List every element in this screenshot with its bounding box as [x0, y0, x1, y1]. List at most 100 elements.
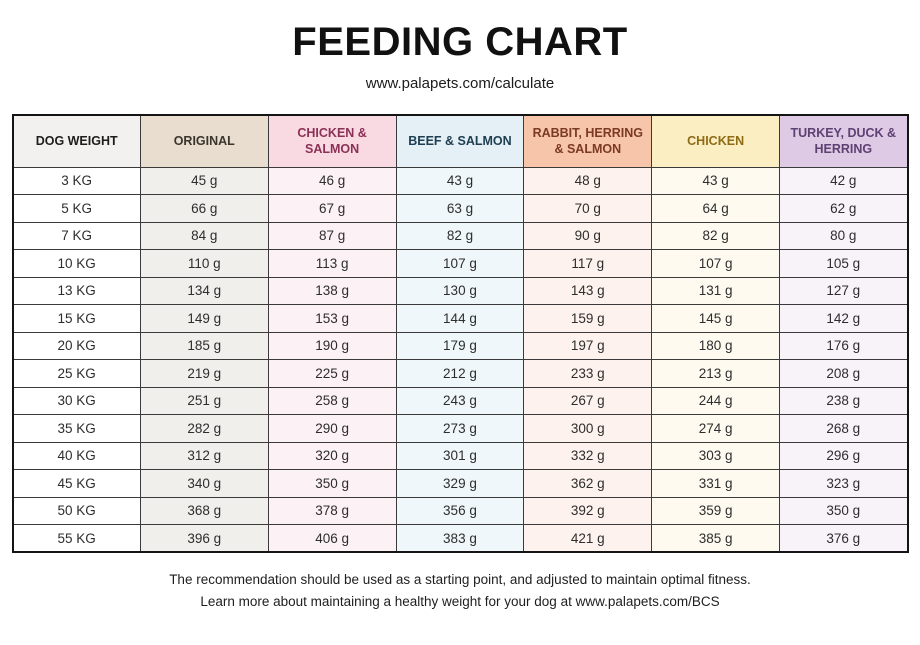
- value-cell: 378 g: [267, 496, 397, 525]
- column-header-original: ORIGINAL: [139, 114, 269, 168]
- value-cell: 274 g: [651, 414, 781, 443]
- value-cell: 48 g: [523, 166, 653, 195]
- value-cell: 323 g: [779, 469, 908, 498]
- footer-line-1: The recommendation should be used as a s…: [169, 572, 751, 587]
- table-row: 40 KG 312 g 320 g 301 g 332 g 303 g 296 g: [12, 441, 908, 470]
- value-cell: 350 g: [779, 496, 908, 525]
- column-header-beef-salmon: BEEF & SALMON: [395, 114, 525, 168]
- value-cell: 383 g: [395, 524, 525, 553]
- column-header-dog-weight: DOG WEIGHT: [12, 114, 141, 168]
- weight-cell: 3 KG: [12, 166, 141, 195]
- value-cell: 421 g: [523, 524, 653, 553]
- weight-cell: 50 KG: [12, 496, 141, 525]
- weight-cell: 10 KG: [12, 249, 141, 278]
- table-row: 15 KG 149 g 153 g 144 g 159 g 145 g 142 g: [12, 304, 908, 333]
- value-cell: 243 g: [395, 386, 525, 415]
- table-row: 3 KG 45 g 46 g 43 g 48 g 43 g 42 g: [12, 166, 908, 195]
- value-cell: 376 g: [779, 524, 908, 553]
- value-cell: 64 g: [651, 194, 781, 223]
- value-cell: 282 g: [139, 414, 269, 443]
- value-cell: 43 g: [395, 166, 525, 195]
- value-cell: 244 g: [651, 386, 781, 415]
- value-cell: 46 g: [267, 166, 397, 195]
- value-cell: 134 g: [139, 276, 269, 305]
- footer-note: The recommendation should be used as a s…: [169, 569, 751, 614]
- weight-cell: 55 KG: [12, 524, 141, 553]
- value-cell: 303 g: [651, 441, 781, 470]
- value-cell: 350 g: [267, 469, 397, 498]
- weight-cell: 7 KG: [12, 221, 141, 250]
- value-cell: 320 g: [267, 441, 397, 470]
- value-cell: 87 g: [267, 221, 397, 250]
- value-cell: 180 g: [651, 331, 781, 360]
- weight-cell: 25 KG: [12, 359, 141, 388]
- value-cell: 396 g: [139, 524, 269, 553]
- value-cell: 300 g: [523, 414, 653, 443]
- table-row: 25 KG 219 g 225 g 212 g 233 g 213 g 208 g: [12, 359, 908, 388]
- value-cell: 238 g: [779, 386, 908, 415]
- value-cell: 359 g: [651, 496, 781, 525]
- table-row: 30 KG 251 g 258 g 243 g 267 g 244 g 238 g: [12, 386, 908, 415]
- value-cell: 356 g: [395, 496, 525, 525]
- value-cell: 392 g: [523, 496, 653, 525]
- value-cell: 149 g: [139, 304, 269, 333]
- table-row: 35 KG 282 g 290 g 273 g 300 g 274 g 268 g: [12, 414, 908, 443]
- value-cell: 127 g: [779, 276, 908, 305]
- value-cell: 107 g: [395, 249, 525, 278]
- value-cell: 332 g: [523, 441, 653, 470]
- value-cell: 62 g: [779, 194, 908, 223]
- value-cell: 225 g: [267, 359, 397, 388]
- value-cell: 406 g: [267, 524, 397, 553]
- value-cell: 159 g: [523, 304, 653, 333]
- table-row: 10 KG 110 g 113 g 107 g 117 g 107 g 105 g: [12, 249, 908, 278]
- value-cell: 42 g: [779, 166, 908, 195]
- value-cell: 258 g: [267, 386, 397, 415]
- column-header-chicken-salmon: CHICKEN & SALMON: [267, 114, 397, 168]
- table-row: 20 KG 185 g 190 g 179 g 197 g 180 g 176 g: [12, 331, 908, 360]
- value-cell: 84 g: [139, 221, 269, 250]
- value-cell: 113 g: [267, 249, 397, 278]
- value-cell: 312 g: [139, 441, 269, 470]
- value-cell: 43 g: [651, 166, 781, 195]
- value-cell: 70 g: [523, 194, 653, 223]
- value-cell: 362 g: [523, 469, 653, 498]
- weight-cell: 45 KG: [12, 469, 141, 498]
- calculator-url: www.palapets.com/calculate: [365, 75, 555, 92]
- value-cell: 208 g: [779, 359, 908, 388]
- value-cell: 213 g: [651, 359, 781, 388]
- table-row: 7 KG 84 g 87 g 82 g 90 g 82 g 80 g: [12, 221, 908, 250]
- header-row: DOG WEIGHT ORIGINAL CHICKEN & SALMON BEEF &…: [12, 114, 908, 168]
- page-title: FEEDING CHART: [292, 20, 628, 64]
- value-cell: 110 g: [139, 249, 269, 278]
- value-cell: 179 g: [395, 331, 525, 360]
- value-cell: 130 g: [395, 276, 525, 305]
- weight-cell: 13 KG: [12, 276, 141, 305]
- value-cell: 176 g: [779, 331, 908, 360]
- table-row: 55 KG 396 g 406 g 383 g 421 g 385 g 376 g: [12, 524, 908, 553]
- value-cell: 45 g: [139, 166, 269, 195]
- value-cell: 385 g: [651, 524, 781, 553]
- value-cell: 233 g: [523, 359, 653, 388]
- value-cell: 331 g: [651, 469, 781, 498]
- value-cell: 340 g: [139, 469, 269, 498]
- value-cell: 212 g: [395, 359, 525, 388]
- value-cell: 219 g: [139, 359, 269, 388]
- weight-cell: 5 KG: [12, 194, 141, 223]
- table-row: 13 KG 134 g 138 g 130 g 143 g 131 g 127 g: [12, 276, 908, 305]
- value-cell: 153 g: [267, 304, 397, 333]
- table-row: 5 KG 66 g 67 g 63 g 70 g 64 g 62 g: [12, 194, 908, 223]
- value-cell: 82 g: [651, 221, 781, 250]
- value-cell: 290 g: [267, 414, 397, 443]
- weight-cell: 35 KG: [12, 414, 141, 443]
- column-header-chicken: CHICKEN: [651, 114, 781, 168]
- value-cell: 142 g: [779, 304, 908, 333]
- weight-cell: 20 KG: [12, 331, 141, 360]
- value-cell: 185 g: [139, 331, 269, 360]
- value-cell: 251 g: [139, 386, 269, 415]
- value-cell: 273 g: [395, 414, 525, 443]
- value-cell: 80 g: [779, 221, 908, 250]
- value-cell: 267 g: [523, 386, 653, 415]
- footer-line-2: Learn more about maintaining a healthy w…: [200, 594, 720, 610]
- table-row: 45 KG 340 g 350 g 329 g 362 g 331 g 323 g: [12, 469, 908, 498]
